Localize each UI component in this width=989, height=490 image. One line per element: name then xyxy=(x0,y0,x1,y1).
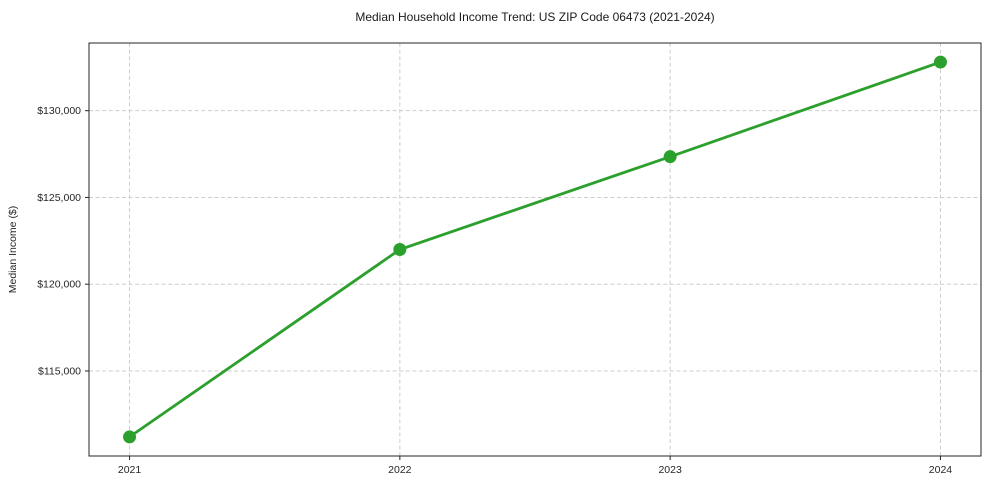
trend-line xyxy=(128,60,942,439)
data-point-marker xyxy=(663,150,677,164)
chart-title: Median Household Income Trend: US ZIP Co… xyxy=(355,10,714,24)
x-tick-label: 2022 xyxy=(388,464,412,476)
data-point-marker xyxy=(933,55,947,69)
data-point-marker xyxy=(123,430,137,444)
data-point-marker xyxy=(393,243,407,256)
y-tick-label: $130,000 xyxy=(37,105,81,117)
x-tick-label: 2023 xyxy=(658,464,682,476)
y-tick-label: $125,000 xyxy=(37,192,81,204)
x-tick-label: 2021 xyxy=(118,464,142,476)
x-tick-label: 2024 xyxy=(929,464,953,476)
y-tick-label: $120,000 xyxy=(37,279,81,291)
plot-area: 2021 2022 2023 2024 $115,000 $120,000 $125,000… xyxy=(37,42,982,476)
y-tick-label: $115,000 xyxy=(38,365,81,377)
y-axis-label: Median Income ($) xyxy=(7,206,19,294)
plot-border xyxy=(88,42,982,457)
